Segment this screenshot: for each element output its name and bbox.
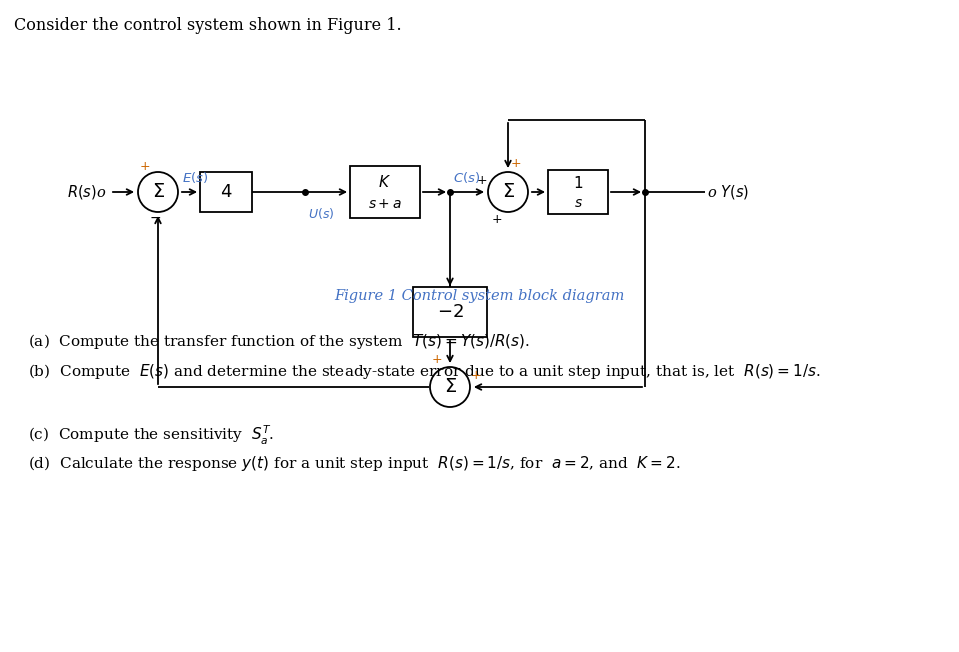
Bar bbox=[548, 170, 608, 214]
Text: +: + bbox=[511, 157, 522, 170]
Text: Figure 1 Control system block diagram: Figure 1 Control system block diagram bbox=[334, 289, 624, 303]
Bar bbox=[200, 172, 252, 212]
Text: $\Sigma$: $\Sigma$ bbox=[152, 183, 165, 201]
Text: $-2$: $-2$ bbox=[436, 303, 463, 321]
Text: +: + bbox=[492, 213, 503, 226]
Text: Consider the control system shown in Figure 1.: Consider the control system shown in Fig… bbox=[14, 17, 402, 34]
Circle shape bbox=[488, 172, 528, 212]
Circle shape bbox=[138, 172, 178, 212]
Text: +: + bbox=[477, 174, 487, 187]
Text: $s$: $s$ bbox=[573, 196, 582, 210]
Bar bbox=[350, 166, 420, 218]
Text: +: + bbox=[471, 369, 481, 382]
Text: $4$: $4$ bbox=[220, 183, 232, 201]
Text: $\Sigma$: $\Sigma$ bbox=[443, 378, 456, 396]
Text: $R(s)$o: $R(s)$o bbox=[66, 183, 106, 201]
Text: (b)  Compute  $E(s)$ and determine the steady-state error due to a unit step inp: (b) Compute $E(s)$ and determine the ste… bbox=[28, 362, 821, 381]
Text: (a)  Compute the transfer function of the system  $T(s) = Y(s) / R(s)$.: (a) Compute the transfer function of the… bbox=[28, 332, 530, 351]
Text: $C(s)$: $C(s)$ bbox=[453, 170, 480, 185]
Text: o $Y(s)$: o $Y(s)$ bbox=[707, 183, 749, 201]
Text: +: + bbox=[432, 353, 442, 366]
Text: $U(s)$: $U(s)$ bbox=[308, 206, 335, 221]
Text: $K$: $K$ bbox=[379, 174, 391, 190]
Text: (d)  Calculate the response $y(t)$ for a unit step input  $R(s) = 1/s$, for  $a : (d) Calculate the response $y(t)$ for a … bbox=[28, 454, 681, 473]
Circle shape bbox=[430, 367, 470, 407]
Text: $1$: $1$ bbox=[573, 175, 583, 191]
Text: −: − bbox=[150, 211, 161, 225]
Text: $\Sigma$: $\Sigma$ bbox=[502, 183, 514, 201]
Text: (c)  Compute the sensitivity  $S_a^T$.: (c) Compute the sensitivity $S_a^T$. bbox=[28, 424, 274, 447]
Text: $s+a$: $s+a$ bbox=[368, 197, 402, 211]
Bar bbox=[413, 287, 487, 337]
Text: $E(s)$: $E(s)$ bbox=[182, 170, 208, 185]
Text: +: + bbox=[140, 160, 151, 173]
